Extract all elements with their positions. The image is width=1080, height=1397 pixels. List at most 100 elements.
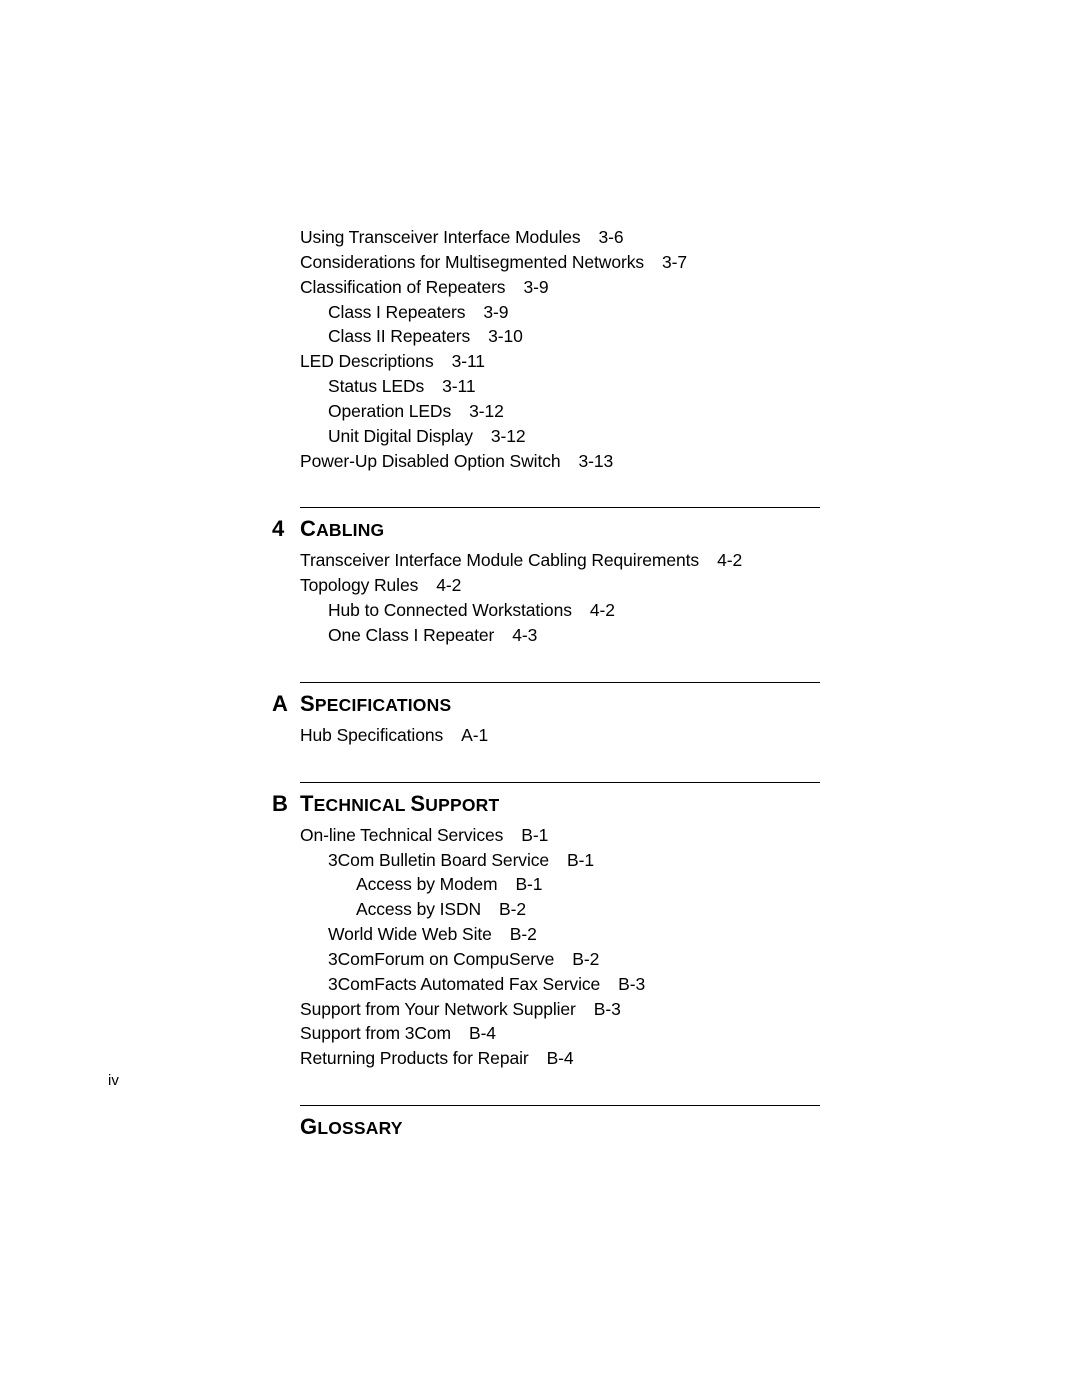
toc-entry: 3Com Bulletin Board ServiceB-1: [300, 848, 820, 873]
toc-entry-text: Returning Products for Repair: [300, 1048, 529, 1068]
toc-entry-text: World Wide Web Site: [328, 924, 492, 944]
section-rule: [300, 682, 820, 683]
toc-entry: Hub SpecificationsA-1: [300, 723, 820, 748]
toc-entry-page: 3-11: [424, 376, 475, 396]
section-title: SPECIFICATIONS: [300, 691, 451, 717]
section-title-rest: PECIFICATIONS: [315, 695, 451, 715]
section-title: CABLING: [300, 516, 384, 542]
toc-entry-text: Topology Rules: [300, 575, 418, 595]
toc-entry: Access by ModemB-1: [300, 872, 820, 897]
toc-entry: Considerations for Multisegmented Networ…: [300, 250, 820, 275]
section-rule: [300, 782, 820, 783]
section-title-initial: G: [300, 1114, 317, 1139]
toc-sections-block: 4CABLING Transceiver Interface Module Cab…: [300, 507, 820, 1140]
toc-entry: Class I Repeaters3-9: [300, 300, 820, 325]
toc-entry-page: 3-6: [581, 227, 624, 247]
page-number: iv: [108, 1072, 119, 1089]
toc-section: GLOSSARY: [300, 1105, 820, 1140]
toc-entry-text: Power-Up Disabled Option Switch: [300, 451, 561, 471]
toc-entry: Support from Your Network SupplierB-3: [300, 997, 820, 1022]
toc-entry-page: 3-7: [644, 252, 687, 272]
section-header: ASPECIFICATIONS: [300, 691, 820, 717]
toc-entry: Hub to Connected Workstations4-2: [300, 598, 820, 623]
toc-entry-text: Support from 3Com: [300, 1023, 451, 1043]
section-rule: [300, 1105, 820, 1106]
toc-entry: Access by ISDNB-2: [300, 897, 820, 922]
toc-entry-page: B-1: [497, 874, 542, 894]
section-title-rest: LOSSARY: [317, 1118, 402, 1138]
section-header: BTECHNICAL SUPPORT: [300, 791, 820, 817]
toc-content: Using Transceiver Interface Modules3-6Co…: [300, 225, 820, 1146]
toc-entry: Power-Up Disabled Option Switch3-13: [300, 449, 820, 474]
toc-entry-text: Classification of Repeaters: [300, 277, 505, 297]
section-number: A: [272, 691, 300, 717]
section-rule: [300, 507, 820, 508]
toc-entry-page: B-3: [600, 974, 645, 994]
toc-entry-text: Status LEDs: [328, 376, 424, 396]
toc-entry-page: B-4: [529, 1048, 574, 1068]
toc-section: ASPECIFICATIONS Hub SpecificationsA-1: [300, 682, 820, 748]
section-title: TECHNICAL SUPPORT: [300, 791, 499, 817]
section-number: B: [272, 791, 300, 817]
toc-entry: World Wide Web SiteB-2: [300, 922, 820, 947]
toc-entry: One Class I Repeater4-3: [300, 623, 820, 648]
toc-entry-text: Support from Your Network Supplier: [300, 999, 576, 1019]
section-header: 4CABLING: [300, 516, 820, 542]
toc-entry: Returning Products for RepairB-4: [300, 1046, 820, 1071]
section-title: GLOSSARY: [300, 1114, 403, 1140]
toc-entry-page: B-4: [451, 1023, 496, 1043]
toc-entry: LED Descriptions3-11: [300, 349, 820, 374]
toc-entry: Topology Rules4-2: [300, 573, 820, 598]
toc-entry: On-line Technical ServicesB-1: [300, 823, 820, 848]
toc-entry: Using Transceiver Interface Modules3-6: [300, 225, 820, 250]
toc-entry-page: 4-2: [572, 600, 615, 620]
toc-section: 4CABLING Transceiver Interface Module Cab…: [300, 507, 820, 647]
toc-entry-text: Class I Repeaters: [328, 302, 465, 322]
toc-entry-page: 4-3: [494, 625, 537, 645]
toc-entry-page: B-3: [576, 999, 621, 1019]
toc-entry-page: 3-12: [473, 426, 526, 446]
toc-entry-text: 3Com Bulletin Board Service: [328, 850, 549, 870]
toc-entry-page: 4-2: [699, 550, 742, 570]
section-title-initial: S: [410, 791, 425, 816]
toc-entry-text: Hub Specifications: [300, 725, 443, 745]
toc-entry-text: Considerations for Multisegmented Networ…: [300, 252, 644, 272]
toc-entry-text: 3ComForum on CompuServe: [328, 949, 554, 969]
toc-entry-page: 3-13: [561, 451, 614, 471]
toc-entry: Transceiver Interface Module Cabling Req…: [300, 548, 820, 573]
toc-entry-text: Access by ISDN: [356, 899, 481, 919]
toc-entry-text: On-line Technical Services: [300, 825, 503, 845]
section-number: 4: [272, 516, 300, 542]
toc-entry-page: 3-9: [505, 277, 548, 297]
toc-entry-page: B-2: [481, 899, 526, 919]
toc-entry-text: One Class I Repeater: [328, 625, 494, 645]
toc-entry-text: 3ComFacts Automated Fax Service: [328, 974, 600, 994]
toc-entry-page: 3-11: [434, 351, 485, 371]
section-title-rest: UPPORT: [425, 795, 499, 815]
toc-entry-page: B-1: [549, 850, 594, 870]
toc-entry-text: Operation LEDs: [328, 401, 451, 421]
toc-entry: Status LEDs3-11: [300, 374, 820, 399]
toc-entry-page: 3-10: [470, 326, 523, 346]
toc-entry-text: Using Transceiver Interface Modules: [300, 227, 581, 247]
toc-entry: Class II Repeaters3-10: [300, 324, 820, 349]
section-title-rest: ABLING: [316, 520, 384, 540]
toc-entry-text: Access by Modem: [356, 874, 497, 894]
section-title-initial: C: [300, 516, 316, 541]
toc-continuation-block: Using Transceiver Interface Modules3-6Co…: [300, 225, 820, 473]
toc-entry: Classification of Repeaters3-9: [300, 275, 820, 300]
section-title-rest: ECHNICAL: [314, 795, 411, 815]
toc-entry: Support from 3ComB-4: [300, 1021, 820, 1046]
toc-entry-page: 3-9: [465, 302, 508, 322]
toc-entry-text: Class II Repeaters: [328, 326, 470, 346]
toc-entry-text: Unit Digital Display: [328, 426, 473, 446]
section-title-initial: T: [300, 791, 314, 816]
toc-entry-text: Transceiver Interface Module Cabling Req…: [300, 550, 699, 570]
toc-entry: 3ComFacts Automated Fax ServiceB-3: [300, 972, 820, 997]
toc-entry: Operation LEDs3-12: [300, 399, 820, 424]
toc-entry-page: 3-12: [451, 401, 504, 421]
toc-entry-page: 4-2: [418, 575, 461, 595]
toc-entry: Unit Digital Display3-12: [300, 424, 820, 449]
document-page: Using Transceiver Interface Modules3-6Co…: [0, 0, 1080, 1397]
toc-entry-text: LED Descriptions: [300, 351, 434, 371]
